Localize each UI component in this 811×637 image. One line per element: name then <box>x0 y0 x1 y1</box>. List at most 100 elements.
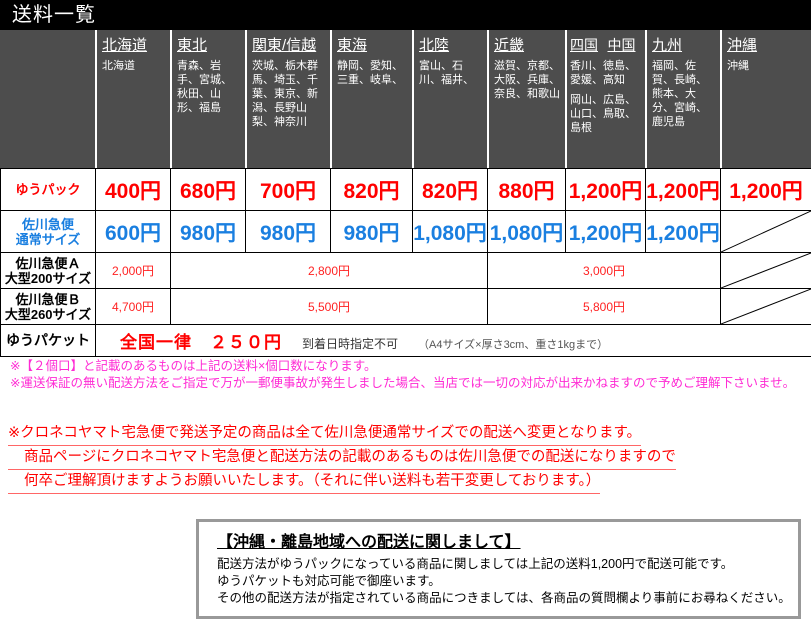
row-label-text: ゆうパック <box>15 181 81 197</box>
price-value: 980円 <box>179 221 237 245</box>
price-value: 1,080円 <box>489 221 564 245</box>
region-name: 北海道 <box>102 37 148 54</box>
yupacket-delivery-restriction: 到着日時指定不可 <box>302 337 399 351</box>
region-name: 北陸 <box>419 37 450 54</box>
price-value: 600円 <box>104 221 162 245</box>
region-prefectures: 茨城、栃木群馬、埼玉、千葉、東京、新潟、長野山梨、神奈川 <box>252 60 318 128</box>
row-label-text-line1: 佐川急便Ｂ <box>15 291 81 307</box>
region-prefectures: 滋賀、京都、大阪、兵庫、奈良、和歌山 <box>494 60 560 100</box>
magenta-note-1: ※【２個口】と記載のあるものは上記の送料×個口数になります。 <box>10 359 377 373</box>
region-prefectures: 福岡、佐賀、長崎、熊本、大分、宮崎、鹿児島 <box>652 60 707 128</box>
cell-yupack-kyushu: 1,200円 <box>645 168 721 211</box>
price-value: 820円 <box>343 179 400 203</box>
cell-sagawa-b-tohoku-hokuriku: 5,500円 <box>170 288 488 325</box>
region-prefectures: 静岡、愛知、三重、岐阜、 <box>337 60 403 86</box>
price-value: 980円 <box>343 221 400 245</box>
price-value: 680円 <box>179 179 237 203</box>
price-value: 400円 <box>104 179 162 203</box>
row-label-text-line2: 大型200サイズ <box>4 270 92 286</box>
cell-yupack-okinawa: 1,200円 <box>720 168 811 211</box>
region-header-strip: 北海道 北海道 東北 青森、岩手、宮城、秋田、山形、福島 関東/信越 茨城、栃木… <box>0 30 811 168</box>
okinawa-remote-island-info-box: 【沖縄・離島地域への配送に関しまして】 配送方法がゆうパックになっている商品に関… <box>196 519 801 619</box>
price-value: 1,200円 <box>646 221 720 245</box>
yupacket-size-note: （A4サイズ×厚さ3cm、重さ1kgまで） <box>418 339 609 351</box>
table-row-yupacket: ゆうパケット 全国一律 ２５０円 到着日時指定不可 （A4サイズ×厚さ3cm、重… <box>0 324 811 357</box>
cell-sagawa-normal-hokuriku: 1,080円 <box>412 210 488 253</box>
region-header-okinawa: 沖縄 沖縄 <box>720 30 811 168</box>
cell-sagawa-normal-shikoku-chugoku: 1,200円 <box>565 210 646 253</box>
cell-sagawa-normal-kyushu: 1,200円 <box>645 210 721 253</box>
cell-yupack-tokai: 820円 <box>330 168 413 211</box>
info-box-title: 【沖縄・離島地域への配送に関しまして】 <box>217 534 521 551</box>
red-warning-line-1: ※クロネコヤマト宅急便で発送予定の商品は全て佐川急便通常サイズでの配送へ変更とな… <box>8 422 642 446</box>
price-value: 1,200円 <box>646 179 720 203</box>
region-header-hokuriku: 北陸 富山、石川、福井、 <box>412 30 487 168</box>
price-value: 980円 <box>259 221 317 245</box>
table-row-yupack: ゆうパック 400円 680円 700円 820円 820円 880円 1,20… <box>0 168 811 211</box>
region-subcol-shikoku: 四国 <box>570 36 606 55</box>
diagonal-strike-icon <box>721 289 811 324</box>
region-header-shikoku-chugoku: 四国 中国 香川、徳島、愛媛、高知 岡山、広島、山口、鳥取、島根 <box>565 30 645 168</box>
yupacket-flat-rate: 全国一律 ２５０円 <box>120 333 282 352</box>
region-header-kanto-shinetsu: 関東/信越 茨城、栃木群馬、埼玉、千葉、東京、新潟、長野山梨、神奈川 <box>245 30 330 168</box>
title-bar: 送料一覧 <box>0 0 811 30</box>
price-value: 2,800円 <box>307 263 351 278</box>
info-box-line-1: 配送方法がゆうパックになっている商品に関しましては上記の送料1,200円で配送可… <box>217 557 734 571</box>
red-warning-line-3: 何卒ご理解頂けますようお願いいたします。（それに伴い送料も若干変更しております。… <box>8 470 601 494</box>
cell-yupack-kanto: 700円 <box>245 168 331 211</box>
region-name: 沖縄 <box>727 37 758 54</box>
row-label-yupacket: ゆうパケット <box>0 324 96 357</box>
cell-sagawa-a-tohoku-hokuriku: 2,800円 <box>170 252 488 289</box>
cell-sagawa-normal-tokai: 980円 <box>330 210 413 253</box>
cell-sagawa-a-hokkaido: 2,000円 <box>95 252 171 289</box>
info-box-line-2: ゆうパケットも対応可能で御座います。 <box>217 574 441 588</box>
row-label-text-line1: 佐川急便Ａ <box>15 255 81 271</box>
region-prefectures: 北海道 <box>102 60 135 72</box>
cell-sagawa-b-okinawa-unavailable <box>720 288 811 325</box>
price-value: 1,200円 <box>568 179 643 203</box>
region-prefectures: 富山、石川、福井、 <box>419 60 474 86</box>
row-label-sagawa-b: 佐川急便Ｂ 大型260サイズ <box>0 288 96 325</box>
region-name: 関東/信越 <box>252 37 317 54</box>
yupacket-detail-line: 全国一律 ２５０円 到着日時指定不可 （A4サイズ×厚さ3cm、重さ1kgまで） <box>96 328 811 353</box>
table-row-sagawa-normal: 佐川急便 通常サイズ 600円 980円 980円 980円 1,080円 1,… <box>0 210 811 253</box>
info-box-line-3: その他の配送方法が指定されている商品につきましては、各商品の質問欄より事前にお尋… <box>217 591 791 605</box>
diagonal-strike-icon <box>721 211 811 252</box>
cell-yupack-kinki: 880円 <box>487 168 566 211</box>
price-value: 5,500円 <box>307 299 351 314</box>
row-label-sagawa-a: 佐川急便Ａ 大型200サイズ <box>0 252 96 289</box>
price-value: 1,080円 <box>413 221 487 245</box>
price-value: 700円 <box>259 179 317 203</box>
region-name: 中国 <box>607 37 636 53</box>
red-warning-line-2: 商品ページにクロネコヤマト宅急便と配送方法の記載のあるものは佐川急便での配送にな… <box>8 446 676 470</box>
price-value: 1,200円 <box>729 179 803 203</box>
magenta-notes-block: ※【２個口】と記載のあるものは上記の送料×個口数になります。 ※運送保証の無い配… <box>10 358 805 392</box>
cell-sagawa-normal-hokkaido: 600円 <box>95 210 171 253</box>
price-value: 820円 <box>421 179 479 203</box>
header-corner-cell <box>0 30 95 168</box>
cell-sagawa-normal-tohoku: 980円 <box>170 210 246 253</box>
cell-sagawa-normal-kinki: 1,080円 <box>487 210 566 253</box>
table-row-sagawa-a: 佐川急便Ａ 大型200サイズ 2,000円 2,800円 3,000円 <box>0 252 811 289</box>
region-header-kinki: 近畿 滋賀、京都、大阪、兵庫、奈良、和歌山 <box>487 30 565 168</box>
cell-yupacket-all-regions: 全国一律 ２５０円 到着日時指定不可 （A4サイズ×厚さ3cm、重さ1kgまで） <box>95 324 811 357</box>
diagonal-strike-icon <box>721 253 811 288</box>
region-header-kyushu: 九州 福岡、佐賀、長崎、熊本、大分、宮崎、鹿児島 <box>645 30 720 168</box>
price-value: 5,800円 <box>582 299 626 314</box>
region-name: 東海 <box>337 37 368 54</box>
red-warning-block: ※クロネコヤマト宅急便で発送予定の商品は全て佐川急便通常サイズでの配送へ変更とな… <box>8 422 808 494</box>
cell-sagawa-b-kinki-kyushu: 5,800円 <box>487 288 721 325</box>
cell-sagawa-normal-okinawa-unavailable <box>720 210 811 253</box>
region-subheader-row: 四国 中国 <box>570 36 643 55</box>
price-value: 880円 <box>498 179 555 203</box>
price-value: 2,000円 <box>111 263 155 278</box>
row-label-text: ゆうパケット <box>6 331 90 348</box>
price-value: 3,000円 <box>582 263 626 278</box>
row-label-text-line2: 通常サイズ <box>15 231 81 247</box>
region-name: 東北 <box>177 37 208 54</box>
region-subcol-chugoku: 中国 <box>608 36 644 55</box>
price-value: 4,700円 <box>111 299 155 314</box>
region-name: 四国 <box>570 37 598 53</box>
cell-yupack-hokuriku: 820円 <box>412 168 488 211</box>
cell-yupack-hokkaido: 400円 <box>95 168 171 211</box>
